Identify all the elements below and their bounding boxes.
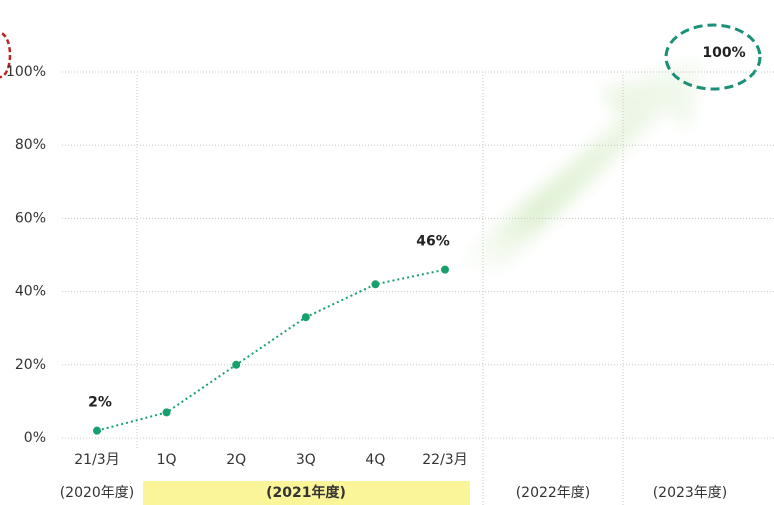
x-tick-label: 1Q [157,452,177,468]
trend-arrow [455,60,700,270]
fiscal-year-label: (2021年度) [266,484,346,501]
y-tick-label: 100% [6,64,46,80]
target-circle [664,23,762,91]
point [93,426,101,435]
y-tick-label: 0% [24,430,46,446]
x-tick-label: 3Q [296,452,316,468]
y-tick-label: 40% [15,284,46,300]
x-tick-label: 22/3月 [422,452,467,468]
point [441,265,449,274]
fiscal-year-label: (2020年度) [60,485,135,501]
x-tick-label: 4Q [365,452,385,468]
target-label: 100% [702,45,745,61]
y-tick-label: 20% [15,357,46,373]
y-tick-label: 80% [15,137,46,153]
fiscal-year-label: (2022年度) [516,485,591,501]
x-tick-label: 21/3月 [74,452,119,468]
x-tick-label: 2Q [226,452,246,468]
point [162,408,171,417]
fiscal-year-label: (2023年度) [653,485,728,501]
data-label: 2% [88,395,112,411]
point [232,360,241,369]
point [301,313,310,322]
y-tick-label: 60% [15,210,46,226]
line [96,268,446,432]
fiscal-year-band [143,481,470,505]
data-label: 46% [416,234,450,250]
point [371,280,380,289]
decor-circle [0,31,12,79]
